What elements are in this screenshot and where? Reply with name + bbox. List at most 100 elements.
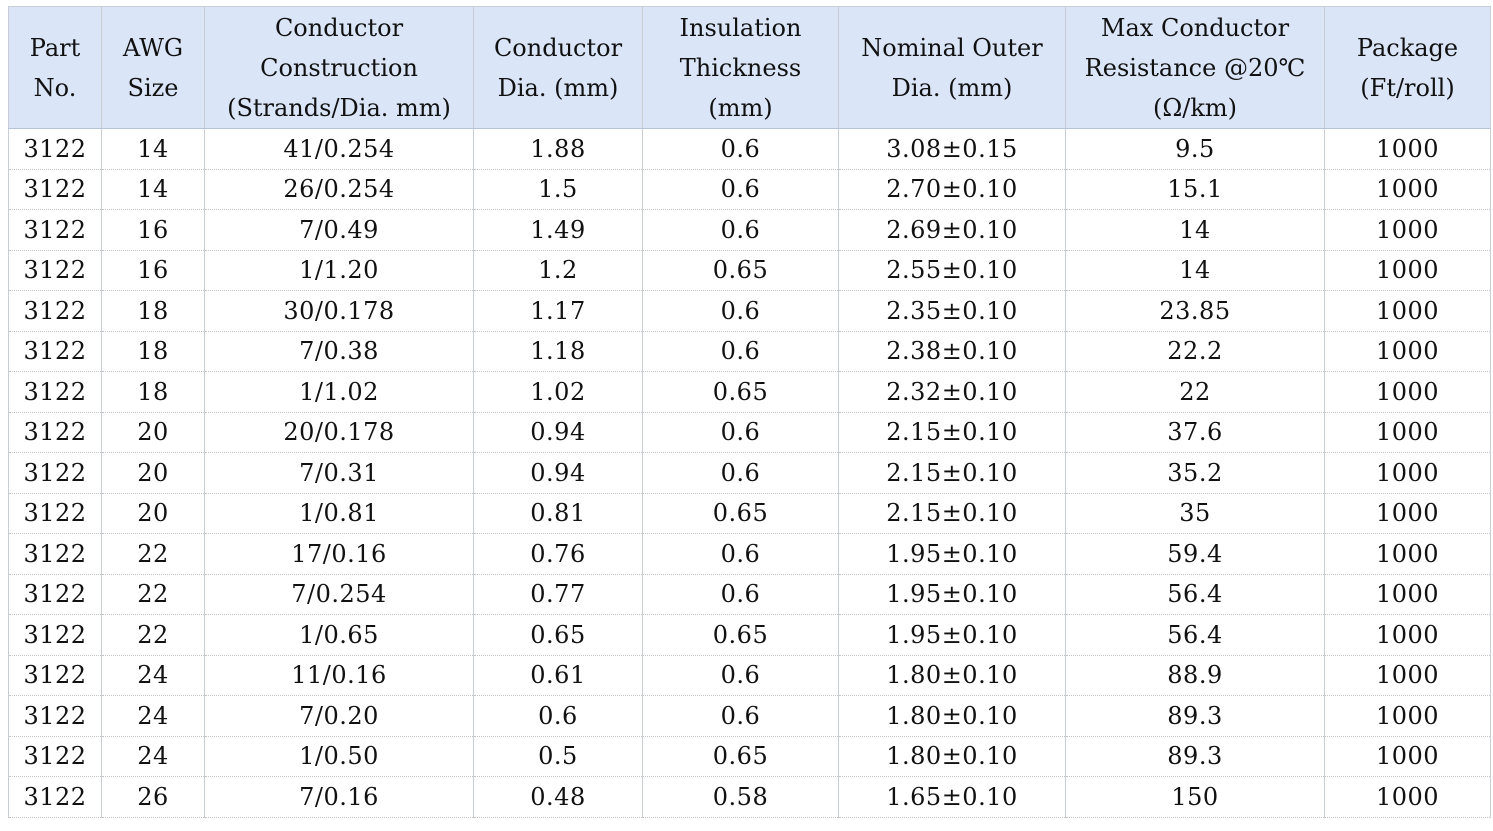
cell: 3122 bbox=[8, 169, 102, 210]
cell: 3122 bbox=[8, 695, 102, 737]
cell: 150 bbox=[1065, 776, 1325, 818]
cell: 3122 bbox=[8, 412, 102, 453]
table-row: 3122 24 1/0.50 0.5 0.65 1.80±0.10 89.3 1000 bbox=[8, 736, 1491, 777]
cell: 2.32±0.10 bbox=[838, 371, 1066, 413]
table-row: 3122 20 1/0.81 0.81 0.65 2.15±0.10 35 1000 bbox=[8, 493, 1491, 534]
cell: 0.65 bbox=[642, 371, 839, 413]
cell: 41/0.254 bbox=[204, 128, 474, 170]
header-cell: Conductor Dia. (mm) bbox=[473, 6, 643, 129]
cell: 1/0.81 bbox=[204, 493, 474, 534]
cell: 7/0.49 bbox=[204, 209, 474, 251]
header-text: Nominal Outer bbox=[861, 33, 1043, 62]
cell: 9.5 bbox=[1065, 128, 1325, 170]
cell: 0.5 bbox=[473, 736, 643, 777]
cell: 20 bbox=[101, 412, 205, 453]
cell: 2.55±0.10 bbox=[838, 250, 1066, 291]
cell: 7/0.38 bbox=[204, 331, 474, 372]
header-text: No. bbox=[33, 73, 77, 102]
cell: 1000 bbox=[1324, 128, 1491, 170]
cell: 14 bbox=[1065, 250, 1325, 291]
table-row: 3122 18 30/0.178 1.17 0.6 2.35±0.10 23.85 1000 bbox=[8, 290, 1491, 332]
cell: 1000 bbox=[1324, 493, 1491, 534]
header-cell: Insulation Thickness (mm) bbox=[642, 6, 839, 129]
cell: 0.65 bbox=[642, 736, 839, 777]
cell: 22 bbox=[101, 533, 205, 575]
cell: 1.02 bbox=[473, 371, 643, 413]
cell: 16 bbox=[101, 250, 205, 291]
cell: 3122 bbox=[8, 776, 102, 818]
header-text: Thickness bbox=[679, 53, 802, 82]
cell: 0.6 bbox=[642, 412, 839, 453]
header-row: Part No. AWG Size Conductor Construction (Stra… bbox=[8, 6, 1491, 129]
cell: 2.15±0.10 bbox=[838, 493, 1066, 534]
cell: 1000 bbox=[1324, 290, 1491, 332]
header-text: Max Conductor bbox=[1100, 13, 1290, 42]
cell: 3122 bbox=[8, 290, 102, 332]
cell: 0.77 bbox=[473, 574, 643, 615]
cell: 1000 bbox=[1324, 574, 1491, 615]
cell: 1/1.20 bbox=[204, 250, 474, 291]
cell: 3122 bbox=[8, 493, 102, 534]
table-row: 3122 26 7/0.16 0.48 0.58 1.65±0.10 150 1000 bbox=[8, 776, 1491, 818]
cell: 89.3 bbox=[1065, 736, 1325, 777]
cell: 2.69±0.10 bbox=[838, 209, 1066, 251]
cell: 1.80±0.10 bbox=[838, 695, 1066, 737]
table-container: Part No. AWG Size Conductor Construction (Stra… bbox=[8, 6, 1491, 818]
cell: 7/0.16 bbox=[204, 776, 474, 818]
header-text: Package bbox=[1356, 33, 1459, 62]
cell: 1000 bbox=[1324, 736, 1491, 777]
cell: 0.81 bbox=[473, 493, 643, 534]
cell: 89.3 bbox=[1065, 695, 1325, 737]
cell: 3122 bbox=[8, 209, 102, 251]
cell: 20/0.178 bbox=[204, 412, 474, 453]
cell: 0.6 bbox=[642, 695, 839, 737]
header-cell: Max Conductor Resistance @20℃ (Ω/km) bbox=[1065, 6, 1325, 129]
spec-table: Part No. AWG Size Conductor Construction (Stra… bbox=[8, 6, 1491, 818]
cell: 3122 bbox=[8, 371, 102, 413]
table-row: 3122 20 7/0.31 0.94 0.6 2.15±0.10 35.2 1000 bbox=[8, 452, 1491, 494]
cell: 1000 bbox=[1324, 250, 1491, 291]
header-cell: Package (Ft/roll) bbox=[1324, 6, 1491, 129]
table-row: 3122 20 20/0.178 0.94 0.6 2.15±0.10 37.6 1000 bbox=[8, 412, 1491, 453]
header-text: Conductor bbox=[274, 13, 404, 42]
cell: 1.2 bbox=[473, 250, 643, 291]
cell: 1.18 bbox=[473, 331, 643, 372]
header-text: AWG bbox=[122, 33, 184, 62]
cell: 0.61 bbox=[473, 655, 643, 696]
table-header: Part No. AWG Size Conductor Construction (Stra… bbox=[8, 6, 1491, 129]
table-row: 3122 14 26/0.254 1.5 0.6 2.70±0.10 15.1 1000 bbox=[8, 169, 1491, 210]
cell: 14 bbox=[101, 128, 205, 170]
table-row: 3122 18 1/1.02 1.02 0.65 2.32±0.10 22 1000 bbox=[8, 371, 1491, 413]
cell: 3122 bbox=[8, 331, 102, 372]
cell: 26 bbox=[101, 776, 205, 818]
header-text: Dia. (mm) bbox=[497, 73, 619, 102]
header-text: (Ω/km) bbox=[1152, 93, 1237, 122]
cell: 0.94 bbox=[473, 412, 643, 453]
cell: 2.35±0.10 bbox=[838, 290, 1066, 332]
cell: 15.1 bbox=[1065, 169, 1325, 210]
header-text: (Ft/roll) bbox=[1360, 73, 1455, 102]
cell: 0.6 bbox=[642, 655, 839, 696]
cell: 2.15±0.10 bbox=[838, 412, 1066, 453]
cell: 0.6 bbox=[473, 695, 643, 737]
cell: 26/0.254 bbox=[204, 169, 474, 210]
cell: 22 bbox=[101, 614, 205, 656]
cell: 1.80±0.10 bbox=[838, 736, 1066, 777]
cell: 7/0.31 bbox=[204, 452, 474, 494]
cell: 0.6 bbox=[642, 128, 839, 170]
table-row: 3122 22 1/0.65 0.65 0.65 1.95±0.10 56.4 1000 bbox=[8, 614, 1491, 656]
cell: 35.2 bbox=[1065, 452, 1325, 494]
cell: 1000 bbox=[1324, 371, 1491, 413]
cell: 1000 bbox=[1324, 209, 1491, 251]
cell: 3122 bbox=[8, 655, 102, 696]
header-cell: Nominal Outer Dia. (mm) bbox=[838, 6, 1066, 129]
cell: 22.2 bbox=[1065, 331, 1325, 372]
cell: 1.95±0.10 bbox=[838, 533, 1066, 575]
header-text: Size bbox=[127, 73, 179, 102]
cell: 0.94 bbox=[473, 452, 643, 494]
table-row: 3122 22 7/0.254 0.77 0.6 1.95±0.10 56.4 1000 bbox=[8, 574, 1491, 615]
cell: 1.80±0.10 bbox=[838, 655, 1066, 696]
cell: 23.85 bbox=[1065, 290, 1325, 332]
cell: 1.49 bbox=[473, 209, 643, 251]
table-row: 3122 22 17/0.16 0.76 0.6 1.95±0.10 59.4 1000 bbox=[8, 533, 1491, 575]
